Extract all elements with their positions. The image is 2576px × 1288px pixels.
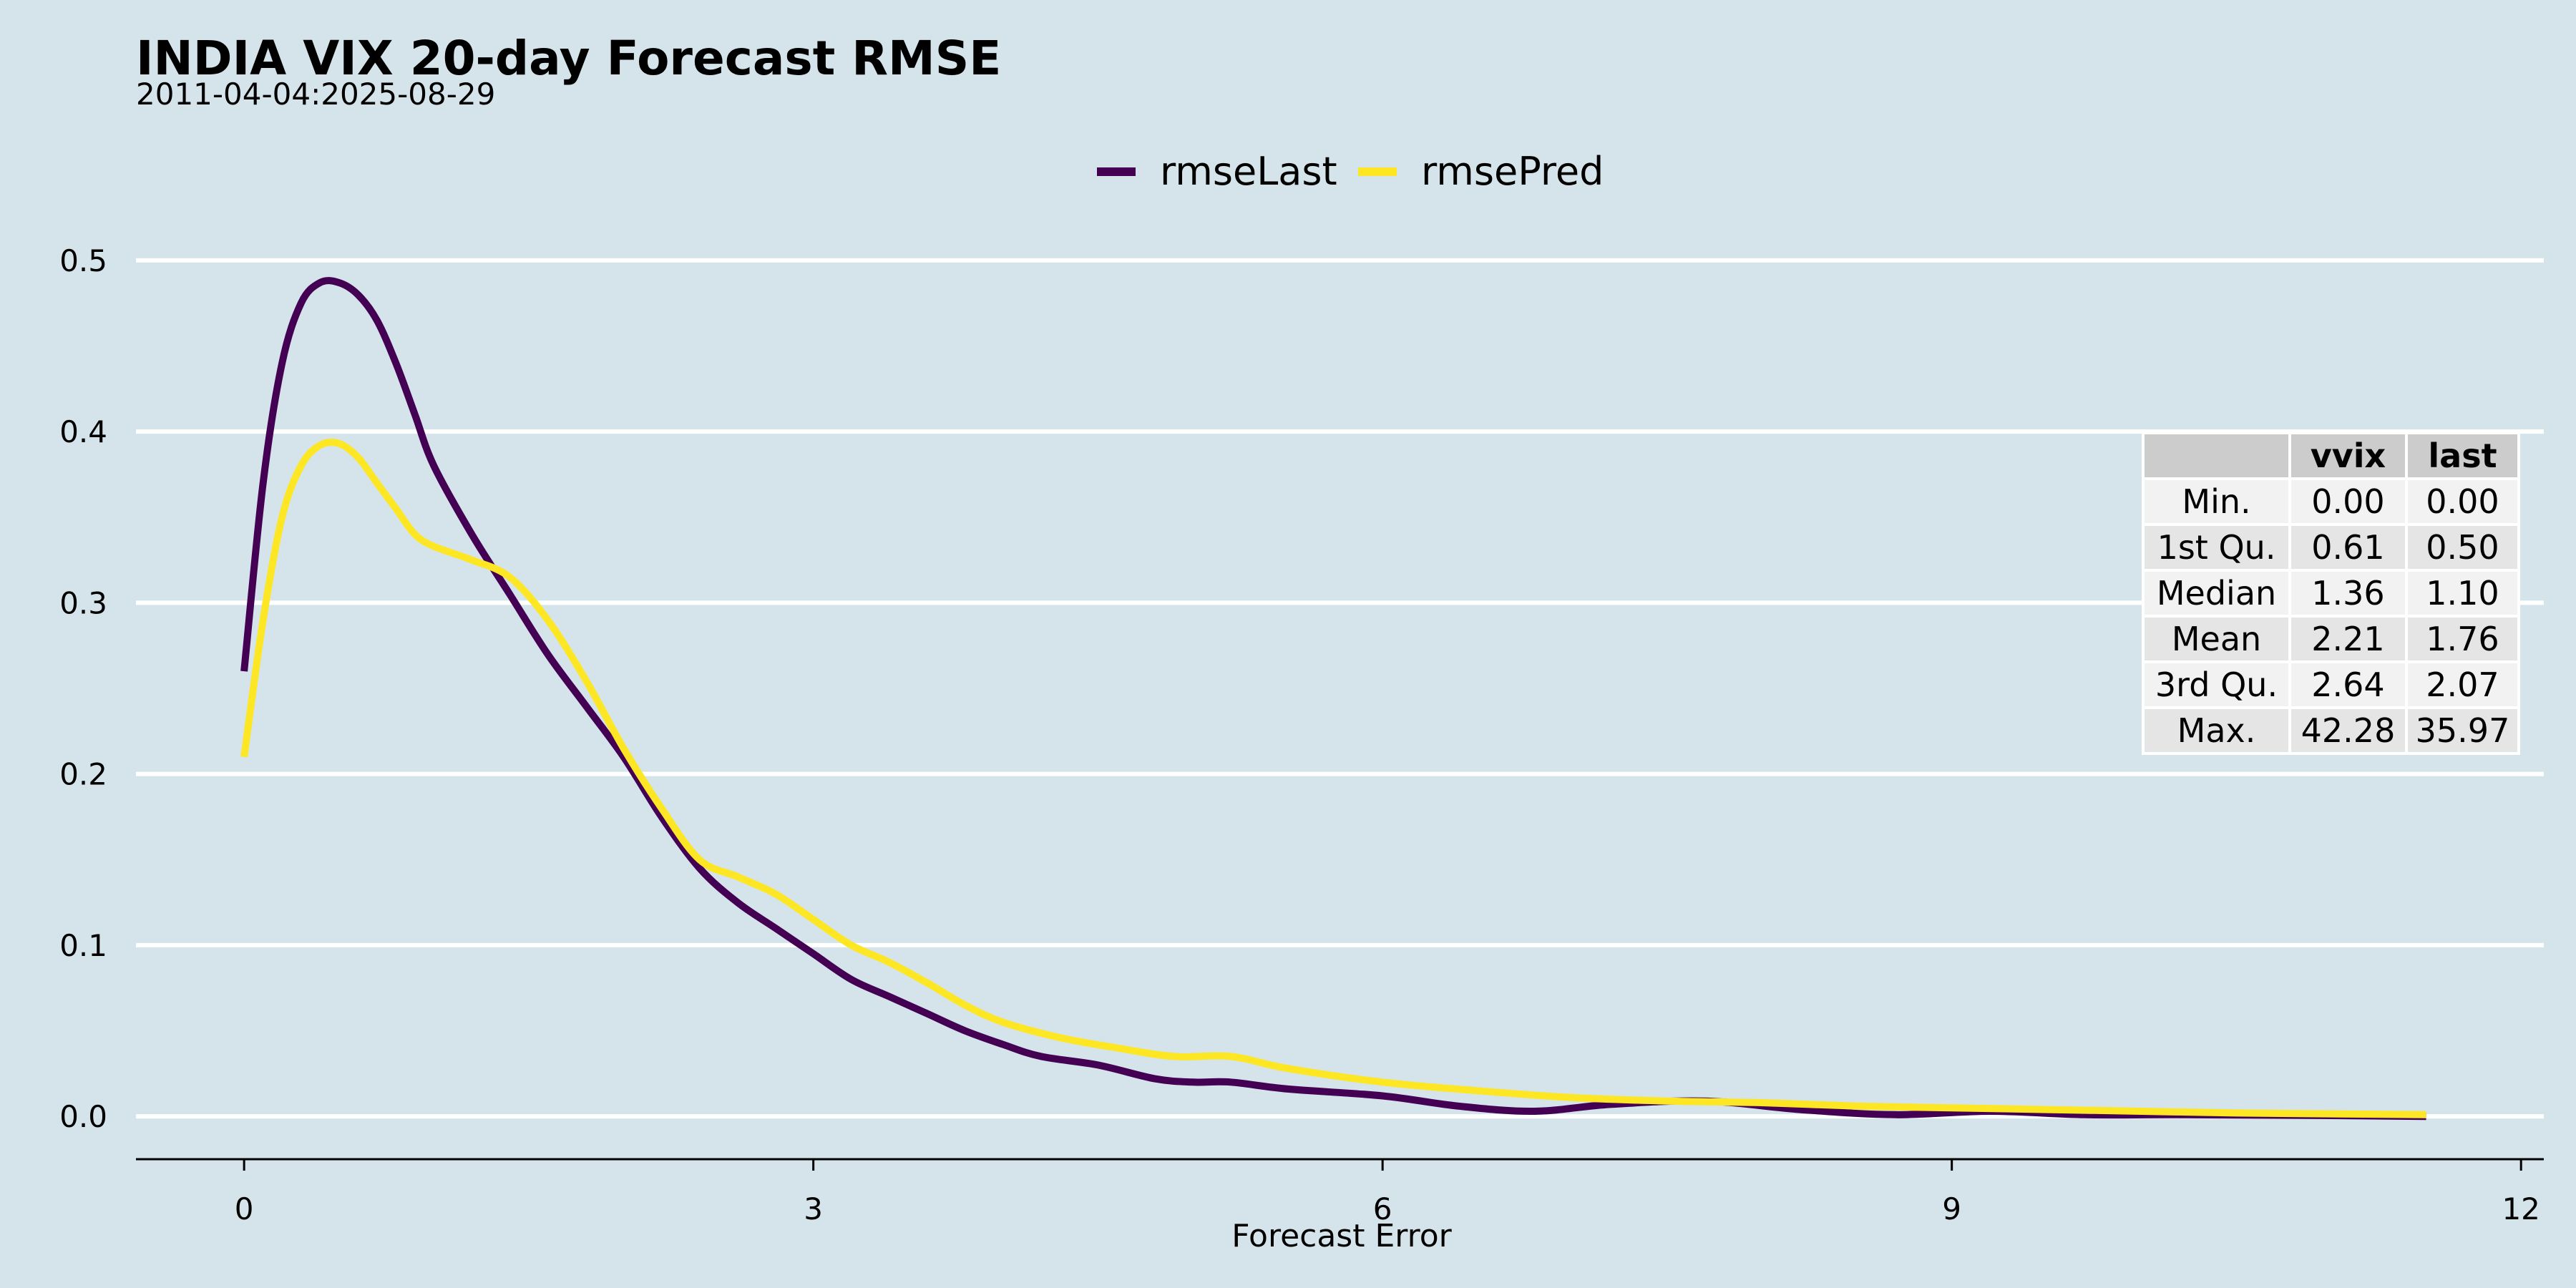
table-cell-text: 0.00 [2426, 482, 2499, 521]
table-cell [2142, 477, 2291, 526]
table-cell-text: Max. [2177, 711, 2256, 750]
table-cell-text: 0.00 [2311, 482, 2384, 521]
table-cell-text: 0.61 [2311, 528, 2384, 567]
table-cell-text: 0.50 [2426, 528, 2499, 567]
legend: rmseLast rmsePred [1097, 149, 1604, 194]
table-header-cell [2142, 431, 2291, 480]
chart-title: INDIA VIX 20-day Forecast RMSE [136, 31, 1001, 86]
x-axis: 0 3 6 9 12 [136, 1158, 2544, 1226]
table-cell-text: 42.28 [2301, 711, 2396, 750]
table-cell-text: 2.64 [2311, 665, 2384, 704]
table-cell-text: 3rd Qu. [2155, 665, 2278, 704]
series-line-rmsePred [240, 439, 2426, 1118]
table-cell-text: 1.10 [2426, 574, 2499, 613]
table-cell [2288, 660, 2408, 709]
y-tick-label: 0.5 [59, 243, 107, 278]
table-cell-text: 1.76 [2426, 620, 2499, 658]
x-tick-label: 0 [235, 1191, 254, 1226]
table-cell-text: 2.07 [2426, 665, 2499, 704]
table-cell [2405, 706, 2520, 755]
y-tick-label: 0.2 [59, 757, 107, 792]
table-cell [2288, 615, 2408, 663]
table-cell-text: 1st Qu. [2157, 528, 2276, 567]
table-cell [2405, 615, 2520, 663]
x-axis-title: Forecast Error [1231, 1218, 1452, 1254]
table-cell-text: Mean [2172, 620, 2261, 658]
table-cell [2288, 706, 2408, 755]
x-tick-label: 3 [804, 1191, 823, 1226]
summary-stats-table: vvix last Min. 0.00 0.00 1st Qu. 0.61 0.50 Media… [2142, 431, 2520, 755]
y-axis: 0.0 0.1 0.2 0.3 0.4 0.5 [59, 243, 107, 1134]
table-cell [2142, 706, 2291, 755]
table-cell-text: Median [2157, 574, 2276, 613]
y-tick-label: 0.0 [59, 1099, 107, 1134]
legend-label-rmseLast: rmseLast [1160, 149, 1337, 194]
table-cell [2405, 523, 2520, 572]
table-cell [2405, 569, 2520, 618]
x-tick-label: 6 [1373, 1191, 1392, 1226]
series-layer [240, 277, 2426, 1121]
y-tick-label: 0.3 [59, 585, 107, 620]
table-cell-text: Min. [2182, 482, 2250, 521]
y-tick-label: 0.4 [59, 414, 107, 449]
table-cell [2405, 477, 2520, 526]
table-cell-text: 2.21 [2311, 620, 2384, 658]
y-tick-label: 0.1 [59, 928, 107, 963]
x-tick-label: 12 [2502, 1191, 2540, 1226]
legend-label-rmsePred: rmsePred [1421, 149, 1604, 194]
series-line-rmseLast [240, 277, 2426, 1121]
table-header-text: vvix [2311, 436, 2386, 475]
table-cell-text: 35.97 [2416, 711, 2510, 750]
table-cell-text: 1.36 [2311, 574, 2384, 613]
chart-subtitle: 2011-04-04:2025-08-29 [136, 77, 495, 112]
table-header-text: last [2428, 436, 2497, 475]
table-header-cell [2405, 431, 2520, 480]
x-tick-label: 9 [1942, 1191, 1961, 1226]
